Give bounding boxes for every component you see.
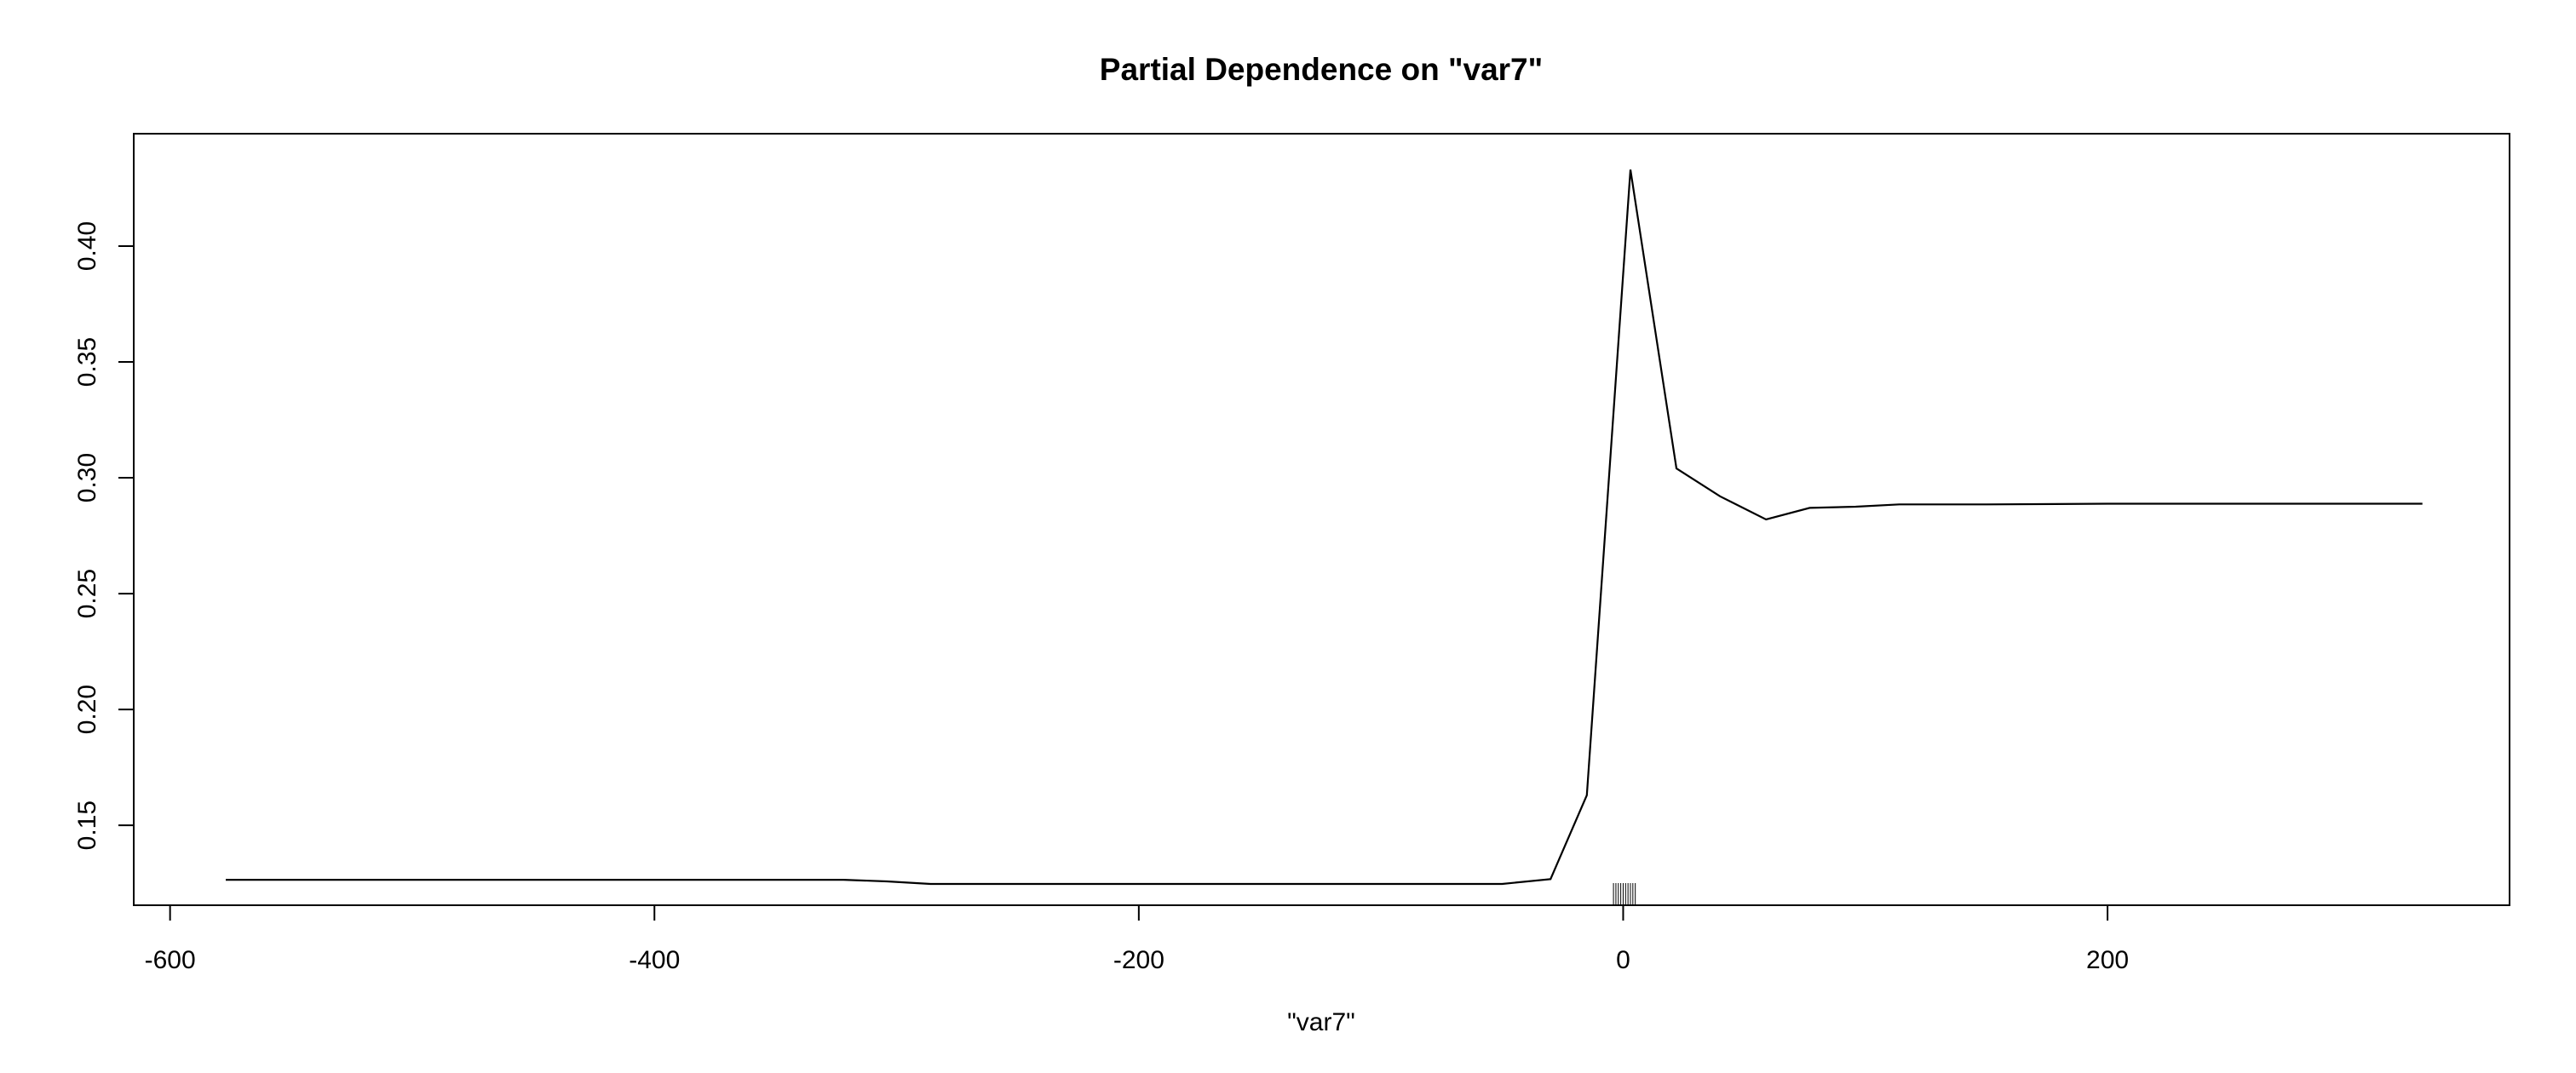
x-axis-label: "var7" [1287,1008,1355,1036]
rug-marks [1613,883,1636,905]
x-tick-label: 0 [1616,946,1630,974]
y-axis: 0.15 0.20 0.25 0.30 0.35 0.40 [73,221,135,850]
y-tick-label: 0.20 [73,685,101,734]
x-axis: -600 -400 -200 0 200 [145,904,2129,974]
series-line [226,169,2423,886]
x-tick-label: -200 [1113,946,1164,974]
chart-title: Partial Dependence on "var7" [1100,52,1543,87]
plot-frame [133,133,2510,906]
series-group [226,169,2423,886]
y-tick-label: 0.40 [73,221,101,271]
x-tick-label: 200 [2086,946,2129,974]
y-tick-label: 0.15 [73,800,101,850]
x-tick-label: -600 [145,946,196,974]
y-tick-label: 0.35 [73,337,101,387]
y-tick-label: 0.30 [73,453,101,502]
x-tick-label: -400 [629,946,680,974]
y-tick-label: 0.25 [73,569,101,618]
